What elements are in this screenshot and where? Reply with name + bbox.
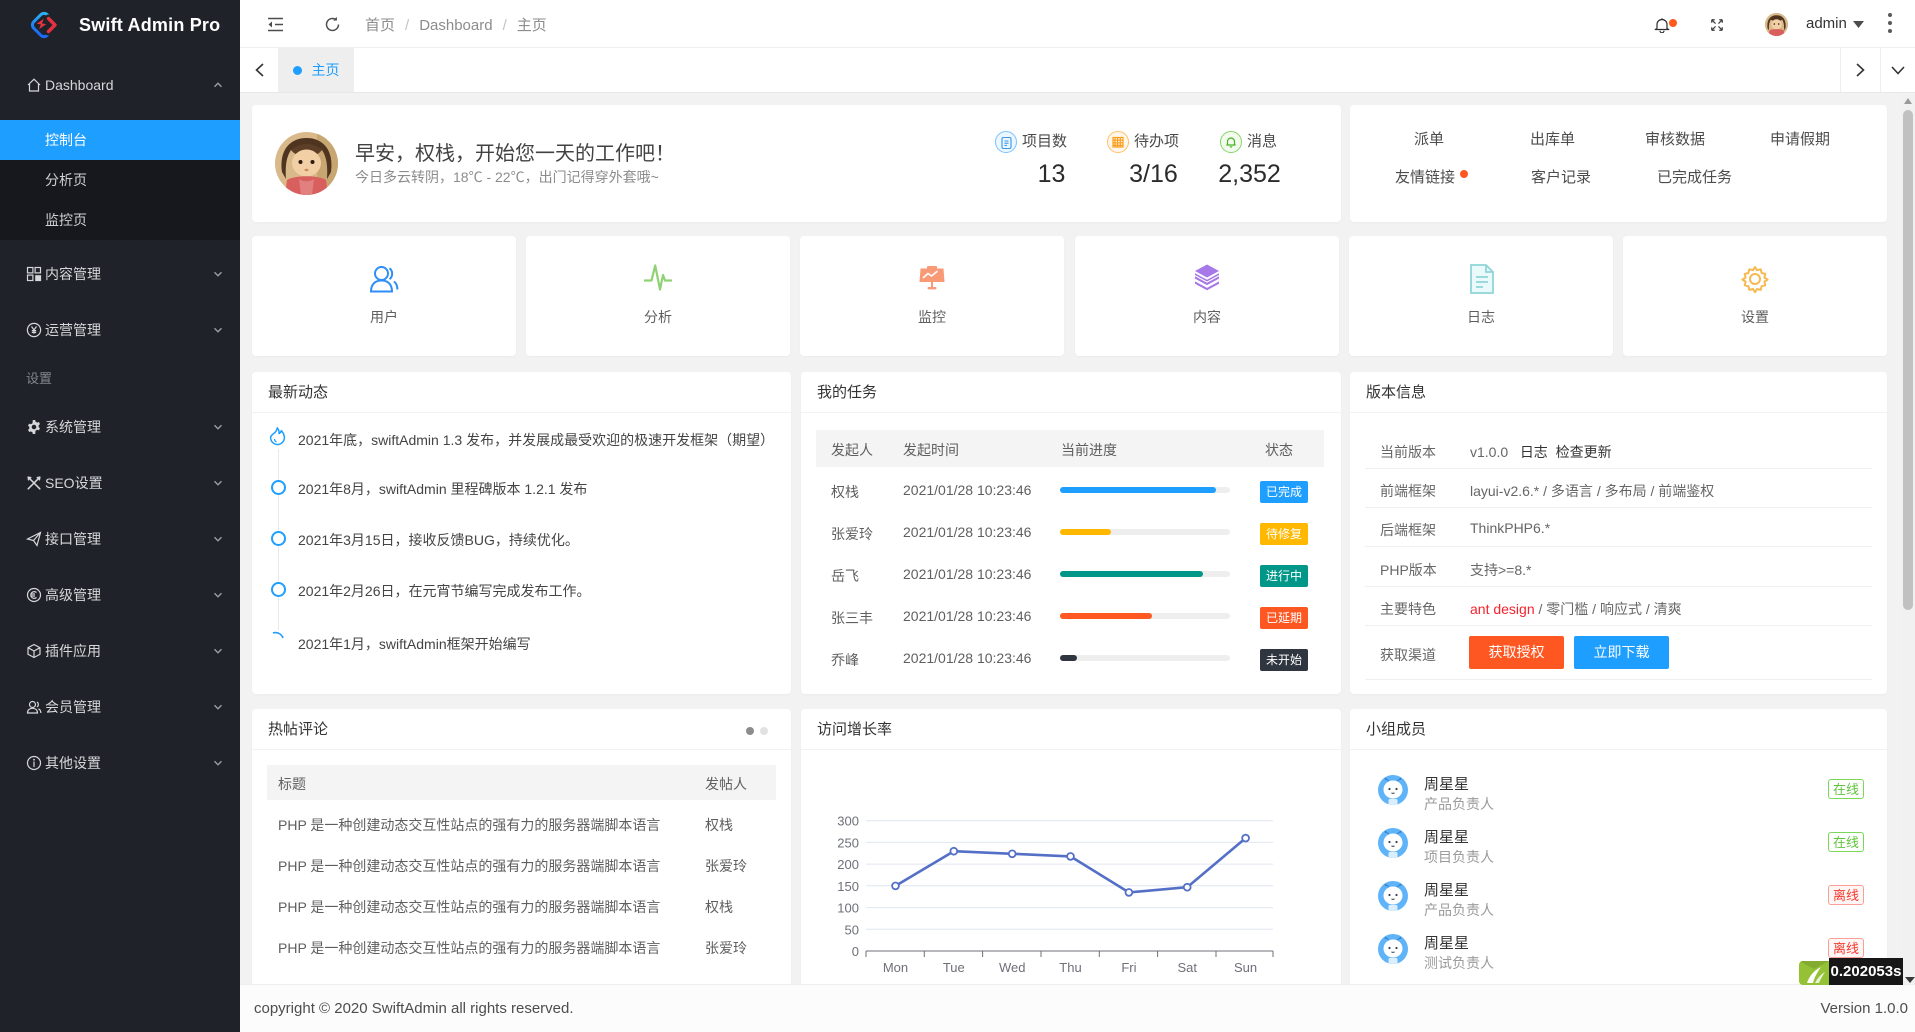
svg-text:Wed: Wed (999, 960, 1025, 975)
svg-text:300: 300 (837, 814, 859, 829)
svg-text:Thu: Thu (1059, 960, 1081, 975)
svg-text:100: 100 (837, 901, 859, 916)
svg-text:250: 250 (837, 835, 859, 850)
svg-text:200: 200 (837, 857, 859, 872)
svg-text:Fri: Fri (1121, 960, 1136, 975)
svg-text:0: 0 (852, 944, 859, 959)
svg-text:150: 150 (837, 879, 859, 894)
svg-text:Sun: Sun (1234, 960, 1257, 975)
svg-text:Sat: Sat (1177, 960, 1197, 975)
svg-text:Mon: Mon (883, 960, 908, 975)
svg-text:50: 50 (845, 922, 859, 937)
svg-text:Tue: Tue (943, 960, 965, 975)
